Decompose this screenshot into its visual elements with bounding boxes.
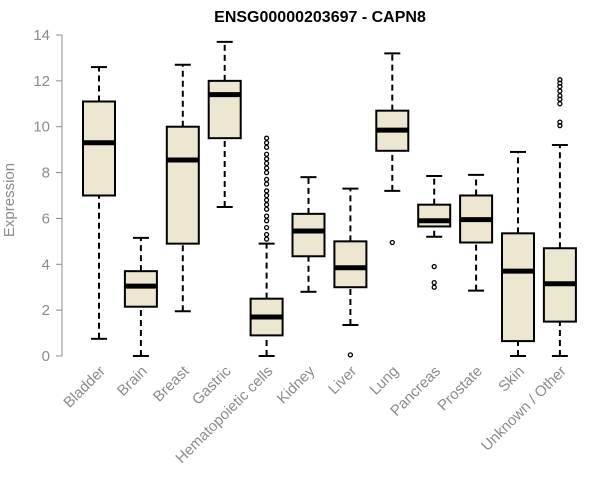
outlier-point	[263, 165, 270, 171]
chart-title: ENSG00000203697 - CAPN8	[214, 9, 426, 26]
box-group	[459, 173, 494, 292]
box-group	[207, 40, 242, 208]
box-iqr	[165, 125, 200, 245]
y-tick-label: 10	[33, 119, 50, 136]
y-tick-label: 12	[33, 73, 50, 90]
category-label: Breast	[150, 362, 193, 405]
outlier-point	[263, 236, 270, 242]
category-label: Liver	[325, 363, 360, 398]
y-axis: 0 2 4 6 8 10 12 14	[33, 27, 63, 365]
box-group	[542, 77, 577, 357]
y-tick-label: 8	[42, 165, 50, 182]
outlier-point	[263, 206, 270, 212]
category-label: Skin	[495, 363, 528, 396]
box-iqr	[207, 79, 242, 140]
outlier-point	[389, 239, 395, 246]
box-iqr	[82, 100, 116, 197]
outlier-point	[263, 151, 270, 157]
outlier-point	[263, 218, 270, 224]
outlier-point	[263, 169, 270, 176]
y-axis-label: Expression	[1, 163, 18, 237]
outlier-point	[263, 135, 270, 141]
box-iqr	[123, 270, 158, 308]
box-group	[501, 150, 535, 357]
category-label: Prostate	[434, 363, 486, 415]
y-tick-label: 4	[42, 256, 50, 273]
box-group	[333, 187, 368, 358]
outlier-point	[263, 192, 270, 199]
y-tick-label: 6	[42, 210, 50, 227]
outlier-point	[431, 279, 437, 286]
outlier-point	[263, 176, 270, 183]
box-iqr	[333, 240, 368, 289]
box-group	[417, 175, 452, 290]
box-group	[249, 135, 284, 357]
box-iqr	[501, 232, 535, 343]
outlier-point	[263, 213, 270, 219]
y-tick-label: 2	[42, 302, 50, 319]
box-group	[82, 66, 116, 340]
y-tick-label: 0	[42, 348, 50, 365]
box-group	[123, 236, 158, 357]
category-label: Kidney	[274, 362, 319, 407]
boxes-layer	[82, 40, 577, 358]
box-group	[165, 63, 200, 313]
y-tick-label: 14	[33, 27, 50, 44]
outlier-point	[431, 263, 437, 270]
outlier-point	[263, 224, 270, 231]
outlier-point	[431, 284, 437, 290]
outlier-point	[263, 202, 270, 208]
outlier-point	[557, 101, 563, 107]
outlier-point	[263, 197, 270, 203]
category-label: Bladder	[60, 363, 109, 412]
category-label: Brain	[114, 363, 151, 400]
category-label: Lung	[367, 363, 403, 399]
outlier-point	[557, 88, 563, 94]
outlier-point	[263, 181, 270, 187]
outlier-point	[263, 188, 270, 194]
outlier-point	[263, 156, 270, 162]
outlier-point	[557, 119, 563, 125]
outlier-point	[263, 144, 270, 151]
outlier-point	[347, 352, 354, 358]
outlier-point	[263, 231, 270, 238]
outlier-point	[557, 93, 563, 99]
box-group	[291, 176, 326, 293]
outlier-point	[263, 160, 270, 167]
box-iqr	[291, 212, 326, 258]
box-group	[375, 52, 410, 246]
outlier-point	[557, 77, 563, 83]
outlier-point	[263, 140, 270, 146]
